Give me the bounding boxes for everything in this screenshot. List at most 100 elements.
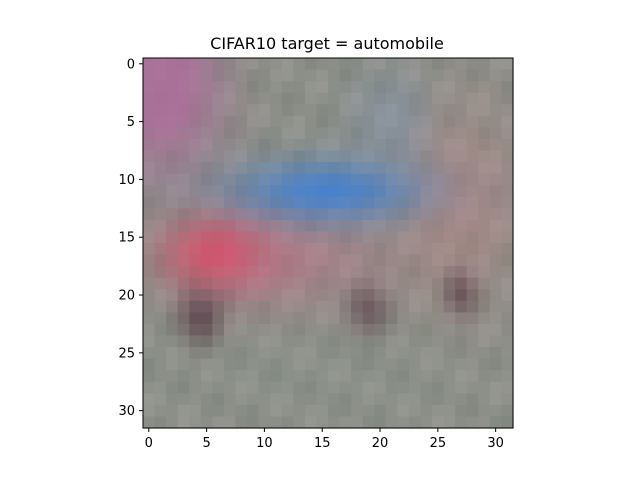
image-pixel <box>432 393 445 406</box>
image-pixel <box>339 266 352 279</box>
image-pixel <box>443 150 456 163</box>
image-pixel <box>200 138 213 152</box>
image-pixel <box>258 416 271 429</box>
image-pixel <box>455 127 468 140</box>
image-pixel <box>455 92 468 105</box>
image-pixel <box>270 277 283 290</box>
image-pixel <box>374 69 387 82</box>
image-pixel <box>432 208 445 221</box>
image-pixel <box>200 300 213 313</box>
image-pixel <box>270 358 283 371</box>
image-pixel <box>143 196 156 209</box>
image-pixel <box>466 69 479 82</box>
image-pixel <box>432 289 445 302</box>
image-pixel <box>166 150 179 163</box>
image-pixel <box>478 254 491 267</box>
image-pixel <box>166 92 179 105</box>
image-pixel <box>189 231 202 244</box>
image-pixel <box>397 104 410 117</box>
image-pixel <box>351 381 364 394</box>
x-tick-label: 0 <box>145 436 153 451</box>
image-pixel <box>293 358 306 371</box>
image-pixel <box>223 335 237 348</box>
image-pixel <box>385 312 398 325</box>
image-pixel <box>235 266 248 279</box>
image-pixel <box>374 150 387 163</box>
image-pixel <box>143 104 156 117</box>
image-pixel <box>466 393 479 406</box>
image-pixel <box>328 208 341 221</box>
image-pixel <box>466 196 479 209</box>
image-pixel <box>293 69 306 82</box>
image-pixel <box>154 358 167 371</box>
image-pixel <box>281 289 294 302</box>
image-pixel <box>339 393 352 406</box>
image-pixel <box>489 277 503 290</box>
image-pixel <box>339 58 352 71</box>
image-pixel <box>408 81 422 94</box>
image-pixel <box>339 104 352 117</box>
image-pixel <box>166 196 179 209</box>
y-tick-label: 5 <box>127 115 135 130</box>
image-pixel <box>247 219 260 233</box>
image-pixel <box>374 312 387 325</box>
image-pixel <box>432 231 445 244</box>
image-pixel <box>328 347 341 360</box>
image-pixel <box>200 69 213 82</box>
image-pixel <box>247 196 260 209</box>
image-pixel <box>270 243 283 256</box>
image-pixel <box>455 104 468 117</box>
image-pixel <box>212 266 225 279</box>
image-pixel <box>177 115 190 128</box>
image-pixel <box>316 81 329 94</box>
image-pixel <box>455 347 468 360</box>
image-pixel <box>432 335 445 348</box>
image-pixel <box>154 243 167 256</box>
image-pixel <box>408 404 422 418</box>
image-pixel <box>200 162 213 175</box>
image-pixel <box>385 58 398 71</box>
image-pixel <box>478 92 491 105</box>
image-pixel <box>501 370 514 383</box>
image-pixel <box>177 243 190 256</box>
image-pixel <box>489 150 503 163</box>
image-pixel <box>316 300 329 313</box>
image-pixel <box>235 381 248 394</box>
image-pixel <box>397 300 410 313</box>
x-tick-label: 15 <box>314 436 331 451</box>
image-pixel <box>489 185 503 198</box>
image-pixel <box>362 243 375 256</box>
image-pixel <box>362 358 375 371</box>
image-pixel <box>293 335 306 348</box>
image-pixel <box>339 323 352 337</box>
image-pixel <box>385 138 398 152</box>
image-pixel <box>293 289 306 302</box>
image-pixel <box>154 393 167 406</box>
image-pixel <box>351 104 364 117</box>
image-pixel <box>177 208 190 221</box>
image-pixel <box>200 185 213 198</box>
image-pixel <box>455 138 468 152</box>
image-pixel <box>223 404 237 418</box>
image-pixel <box>339 150 352 163</box>
image-pixel <box>143 277 156 290</box>
image-pixel <box>212 219 225 233</box>
image-pixel <box>177 92 190 105</box>
image-pixel <box>235 370 248 383</box>
image-pixel <box>328 196 341 209</box>
image-pixel <box>489 266 503 279</box>
image-pixel <box>385 243 398 256</box>
image-pixel <box>143 92 156 105</box>
image-pixel <box>143 370 156 383</box>
image-pixel <box>293 323 306 337</box>
image-pixel <box>339 69 352 82</box>
image-pixel <box>374 393 387 406</box>
image-pixel <box>328 416 341 429</box>
image-pixel <box>223 416 237 429</box>
image-pixel <box>385 81 398 94</box>
image-pixel <box>316 69 329 82</box>
image-pixel <box>443 231 456 244</box>
image-pixel <box>397 162 410 175</box>
image-pixel <box>478 104 491 117</box>
